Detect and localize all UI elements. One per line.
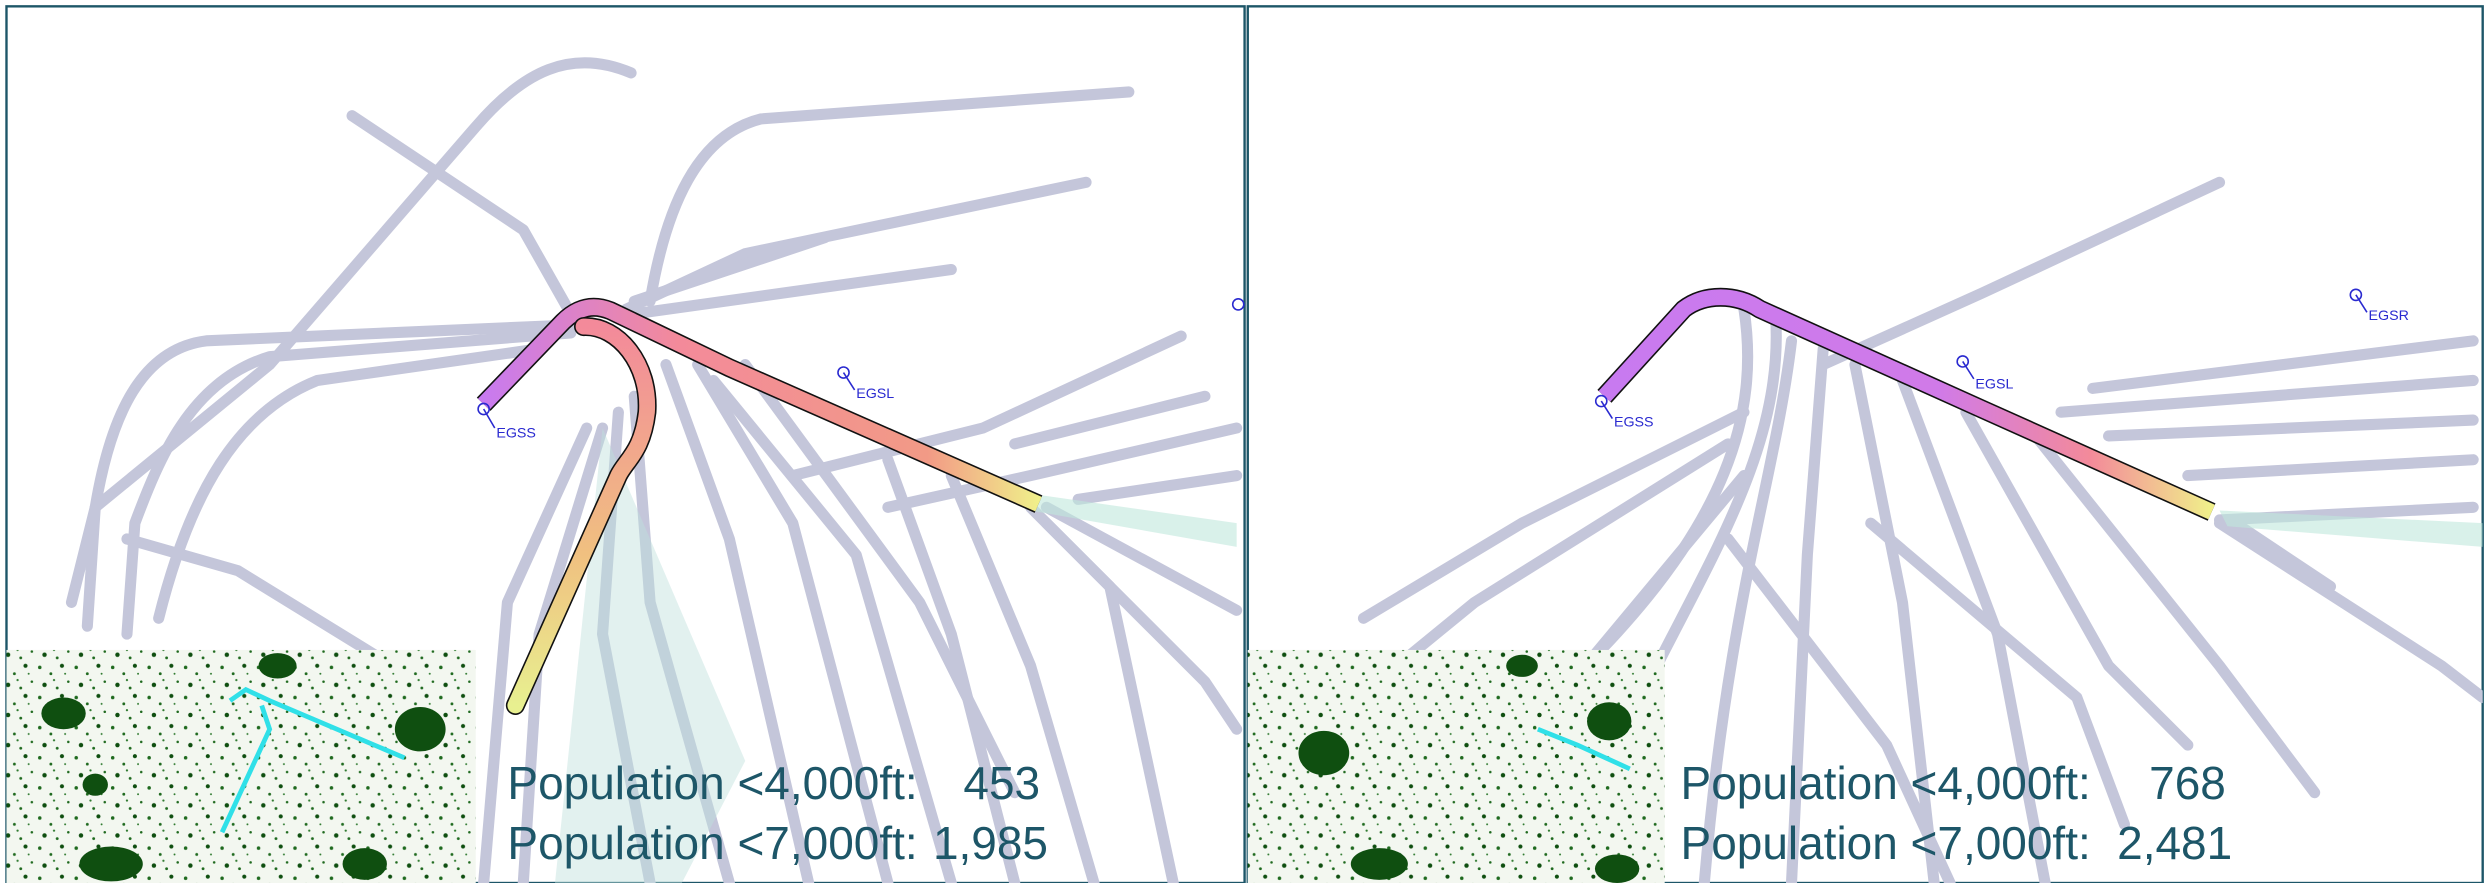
- airport-leader: [842, 372, 856, 391]
- airport-leader: [482, 408, 496, 429]
- stat-label: Population <7,000ft:: [1681, 817, 2091, 869]
- airport-leader: [1962, 361, 1975, 380]
- airport-label: EGSL: [1975, 376, 2013, 392]
- airport-label: EGSL: [856, 386, 894, 402]
- stat-value: 768: [2149, 757, 2226, 809]
- right-inset: [1247, 649, 1665, 883]
- airport-leader: [2355, 294, 2368, 313]
- stat-label: Population <7,000ft:: [507, 817, 917, 869]
- airport-marker: [1594, 394, 1608, 408]
- right-stats: Population <4,000ft: 768 Population <7,0…: [1681, 757, 2233, 869]
- airport-label: EGSS: [496, 426, 536, 442]
- stat-value: 2,481: [2117, 817, 2232, 869]
- left-inset: [6, 649, 476, 883]
- left-route: [476, 297, 1043, 715]
- airport-label: EGSS: [1614, 414, 1654, 430]
- left-stats: Population <4,000ft: 453 Population <7,0…: [507, 757, 1048, 869]
- airport-marker: [1956, 355, 1970, 368]
- stat-value: 453: [963, 757, 1040, 809]
- airport-marker: [1231, 298, 1245, 311]
- stat-label: Population <4,000ft:: [1681, 757, 2091, 809]
- airport-marker: [2349, 288, 2363, 302]
- left-airports: EGSS EGSL: [477, 298, 1245, 442]
- airport-marker: [477, 402, 490, 416]
- stat-value: 1,985: [933, 817, 1048, 869]
- right-airports: EGSS EGSL EGSR: [1594, 288, 2409, 430]
- left-tracks: [65, 57, 1243, 883]
- airport-marker: [837, 366, 850, 379]
- airport-label: EGSR: [2369, 308, 2409, 324]
- airport-leader: [1600, 400, 1614, 419]
- right-route: [1597, 287, 2216, 521]
- right-tracks: [1294, 176, 2483, 883]
- stat-label: Population <4,000ft:: [507, 757, 917, 809]
